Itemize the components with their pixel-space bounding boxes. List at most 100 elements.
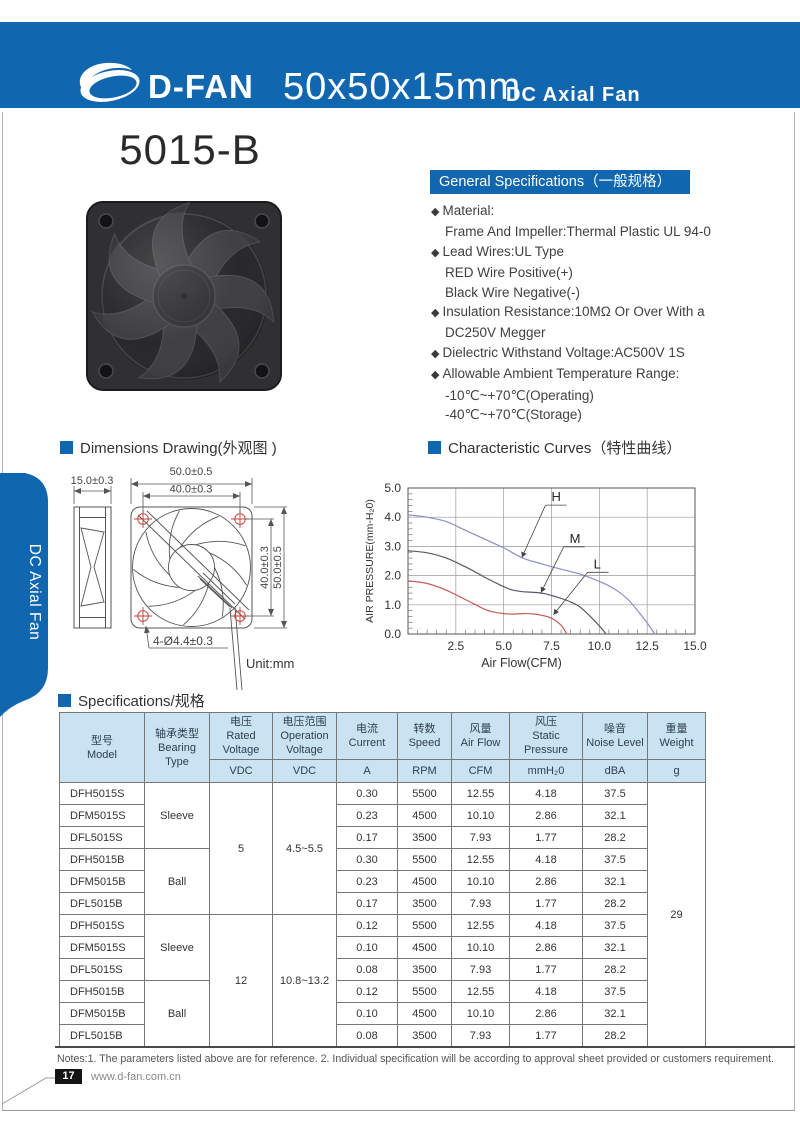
brand-name: D-FAN	[148, 68, 254, 105]
dim-outer-height: 50.0±0.5	[272, 546, 284, 589]
value-cell: 28.2	[582, 826, 648, 849]
fan-front-view	[130, 506, 253, 691]
column-header: 型号 Model	[59, 712, 145, 783]
diamond-bullet-icon: ◆	[431, 347, 440, 360]
footer-corner-line	[1, 1077, 55, 1105]
model-cell: DFL5015B	[59, 892, 145, 915]
curve-H	[407, 514, 656, 635]
curve-label-L: L	[553, 556, 609, 615]
value-cell: 0.17	[336, 892, 398, 915]
diamond-bullet-icon: ◆	[431, 307, 440, 320]
value-cell: 32.1	[582, 1002, 648, 1025]
spec-line-text: Lead Wires:UL Type	[442, 243, 565, 259]
dim-depth: 15.0±0.3	[71, 475, 114, 487]
website-link[interactable]: www.d-fan.com.cn	[91, 1071, 181, 1083]
y-tick-label: 0.0	[384, 627, 401, 641]
value-cell: 12.55	[451, 848, 510, 871]
value-cell: 37.5	[582, 980, 648, 1003]
section-dimensions: Dimensions Drawing(外观图 )	[60, 437, 277, 458]
header-subtitle: DC Axial Fan	[506, 84, 641, 106]
spec-line-text: RED Wire Positive(+)	[445, 265, 573, 281]
value-cell: 0.08	[336, 1024, 398, 1047]
spec-line: -10℃~+70℃(Operating)	[431, 386, 791, 405]
spec-line-text: Dielectric Withstand Voltage:AC500V 1S	[442, 344, 685, 360]
column-header: 电压 Rated Voltage	[209, 712, 273, 760]
value-cell: 4.18	[509, 980, 583, 1003]
dim-holes: 4-Ø4.4±0.3	[153, 634, 213, 648]
value-cell: 32.1	[582, 804, 648, 827]
value-cell: 2.86	[509, 1002, 583, 1025]
column-unit: CFM	[451, 759, 510, 783]
curve-label-M: M	[540, 531, 585, 593]
spec-line: ◆ Insulation Resistance:10MΩ Or Over With…	[431, 302, 791, 323]
value-cell: 32.1	[582, 870, 648, 893]
value-cell: 0.10	[336, 936, 398, 959]
fan-product-photo	[86, 201, 282, 391]
spec-line: RED Wire Positive(+)	[431, 263, 791, 282]
mounting-hole-markers	[134, 510, 249, 625]
table-row: DFH5015S Sleeve 12 10.8~13.2 0.12 5500 12.55 4.…	[59, 914, 706, 1047]
table-row: DFM5015B 0.23 4500 10.10 2.86 32.1	[59, 870, 706, 893]
curve-M	[407, 550, 607, 635]
section-curves: Characteristic Curves（特性曲线）	[428, 437, 681, 458]
value-cell: 0.17	[336, 826, 398, 849]
table-row: DFM5015S 0.23 4500 10.10 2.86 32.1	[59, 804, 706, 827]
value-cell: 3500	[397, 958, 452, 981]
curve-label-text: L	[594, 556, 601, 571]
side-tab: DC Axial Fan	[0, 473, 48, 717]
y-axis-label: AIR PRESSURE(mm-H₂0)	[364, 499, 376, 623]
value-cell: 5500	[397, 782, 452, 805]
value-cell: 4500	[397, 1002, 452, 1025]
value-cell: 7.93	[451, 958, 510, 981]
value-cell: 4500	[397, 870, 452, 893]
value-cell: 4500	[397, 804, 452, 827]
table-row: DFM5015S 0.10 4500 10.10 2.86 32.1	[59, 936, 706, 959]
value-cell: 0.30	[336, 782, 398, 805]
header-size-title: 50x50x15mm	[283, 66, 522, 108]
d-fan-logo-icon	[79, 62, 140, 102]
value-cell: 4.18	[509, 848, 583, 871]
header-band: D-FAN 50x50x15mm DC Axial Fan	[0, 22, 800, 108]
section-square-icon	[58, 694, 71, 707]
model-cell: DFH5015S	[59, 782, 145, 805]
column-unit: VDC	[209, 759, 273, 783]
column-unit: VDC	[272, 759, 337, 783]
y-tick-label: 1.0	[384, 598, 401, 612]
model-cell: DFL5015B	[59, 1024, 145, 1047]
x-tick-label: 10.0	[588, 639, 612, 653]
value-cell: 29	[647, 782, 706, 1047]
y-tick-label: 4.0	[384, 510, 401, 524]
value-cell: 12.55	[451, 980, 510, 1003]
x-tick-label: 7.5	[543, 639, 560, 653]
spec-line-text: -10℃~+70℃(Operating)	[445, 387, 594, 403]
column-header: 风量 Air Flow	[451, 712, 510, 760]
diamond-bullet-icon: ◆	[431, 246, 440, 259]
value-cell: 1.77	[509, 892, 583, 915]
value-cell: 28.2	[582, 892, 648, 915]
value-cell: 10.10	[451, 804, 510, 827]
value-cell: 5500	[397, 914, 452, 937]
value-cell: 4.18	[509, 782, 583, 805]
column-header: 风压 Static Pressure	[509, 712, 583, 760]
model-cell: DFH5015B	[59, 848, 145, 871]
dim-hole-pitch-v: 40.0±0.3	[259, 546, 271, 589]
page-number: 17	[55, 1069, 82, 1084]
y-tick-label: 2.0	[384, 569, 401, 583]
value-cell: 7.93	[451, 1024, 510, 1047]
characteristic-curves-chart: 2.5 5.0 7.5 10.0 12.5 15.0 0.0 1.0 2.0 3.0 4.0 5.0 A…	[364, 481, 707, 670]
value-cell: Sleeve	[144, 914, 210, 981]
value-cell: Ball	[144, 980, 210, 1047]
column-unit: g	[647, 759, 706, 783]
chart-minor-ticks	[408, 493, 686, 634]
model-cell: DFL5015S	[59, 958, 145, 981]
value-cell: 0.12	[336, 980, 398, 1003]
table-row: DFH5015S Sleeve 5 4.5~5.5 0.30 5500 12.55 4.18 3…	[59, 782, 706, 1047]
column-header: 电压范围 Operation Voltage	[272, 712, 337, 760]
diamond-bullet-icon: ◆	[431, 369, 440, 382]
spec-line: ◆ Allowable Ambient Temperature Range:	[431, 364, 791, 385]
model-cell: DFM5015S	[59, 804, 145, 827]
value-cell: 3500	[397, 892, 452, 915]
value-cell: 10.10	[451, 870, 510, 893]
model-cell: DFL5015S	[59, 826, 145, 849]
